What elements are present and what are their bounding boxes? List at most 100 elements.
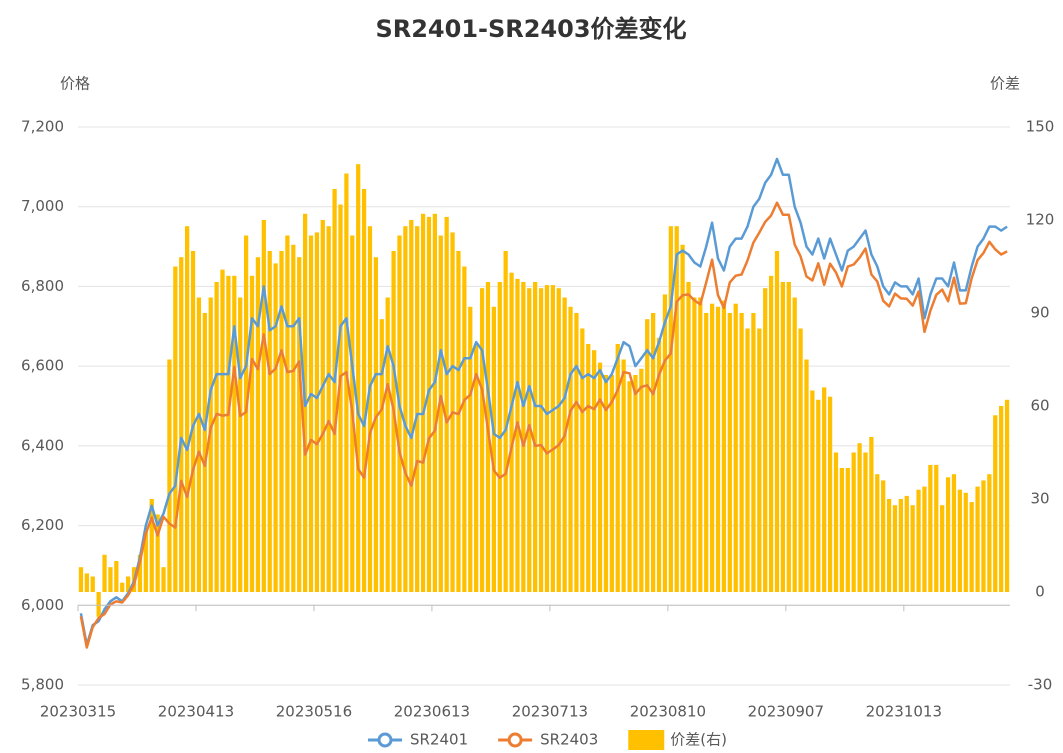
- y2-tick-label: 0: [1035, 583, 1045, 601]
- y2-tick-label: 150: [1026, 118, 1055, 136]
- bar: [739, 313, 744, 592]
- bar: [126, 576, 131, 592]
- bar: [344, 173, 349, 592]
- bar: [651, 313, 656, 592]
- bar: [556, 288, 561, 592]
- legend-marker: [377, 732, 393, 748]
- bar: [509, 272, 514, 592]
- bar: [503, 251, 508, 592]
- bar: [238, 297, 243, 592]
- bar: [833, 452, 839, 592]
- bar: [332, 189, 337, 592]
- bar: [721, 300, 727, 592]
- bar: [934, 464, 939, 592]
- bar: [969, 502, 974, 592]
- bar: [916, 489, 921, 592]
- bar: [108, 567, 113, 592]
- y2-tick-label: 120: [1026, 211, 1055, 229]
- bar: [987, 474, 992, 592]
- x-tick-label: 20230713: [512, 703, 588, 721]
- bar: [704, 313, 709, 592]
- bar: [149, 499, 154, 592]
- bar: [102, 554, 107, 592]
- bar: [639, 368, 644, 592]
- bar: [185, 226, 190, 592]
- bar: [857, 443, 862, 592]
- bar: [379, 319, 384, 592]
- bar: [367, 226, 373, 592]
- bar: [444, 216, 449, 592]
- bar: [491, 306, 496, 592]
- bar: [881, 480, 886, 592]
- bar: [208, 297, 213, 592]
- legend-label: SR2401: [410, 731, 468, 749]
- bar: [945, 477, 951, 592]
- bar: [645, 319, 650, 592]
- bar: [574, 313, 579, 592]
- bar: [609, 375, 614, 592]
- x-tick-label: 20230315: [40, 703, 116, 721]
- line: [79, 157, 1008, 647]
- bar: [668, 226, 673, 592]
- bar: [521, 282, 526, 592]
- bar: [580, 328, 585, 592]
- bar: [120, 582, 125, 592]
- bar: [361, 189, 367, 592]
- bar: [279, 251, 284, 592]
- bar: [273, 263, 278, 592]
- bar: [662, 294, 668, 592]
- bar: [291, 244, 296, 593]
- bar: [196, 297, 202, 592]
- bar: [232, 275, 237, 592]
- bar: [420, 213, 426, 593]
- bar: [90, 576, 95, 592]
- line: [79, 201, 1008, 649]
- x-tick-label: 20230810: [630, 703, 706, 721]
- y-tick-label: 7,000: [21, 197, 64, 215]
- bar: [898, 499, 903, 592]
- bar: [320, 220, 325, 592]
- legend-swatch: [628, 730, 665, 750]
- bar: [550, 285, 555, 592]
- bar: [597, 362, 603, 592]
- bar: [96, 592, 101, 617]
- bar: [827, 396, 833, 592]
- bar: [851, 452, 856, 592]
- lines: [79, 157, 1008, 649]
- bar: [993, 415, 998, 592]
- bar: [615, 344, 620, 592]
- bar: [845, 468, 850, 592]
- y-tick-label: 6,600: [21, 357, 64, 375]
- legend-marker: [507, 732, 523, 748]
- bar: [603, 375, 609, 592]
- bar: [426, 216, 432, 592]
- bar: [822, 387, 827, 592]
- bar: [999, 406, 1004, 592]
- bar: [621, 359, 626, 592]
- bar: [544, 285, 550, 592]
- bar: [957, 489, 962, 592]
- bar: [804, 359, 809, 592]
- bar: [680, 244, 685, 593]
- bar: [220, 269, 225, 592]
- bar: [255, 257, 261, 592]
- bar: [78, 567, 84, 592]
- bar: [214, 282, 219, 592]
- bar: [922, 486, 927, 592]
- bar: [774, 251, 780, 592]
- bar: [479, 288, 485, 592]
- bar: [592, 350, 597, 592]
- bar: [285, 235, 290, 592]
- bar: [810, 390, 815, 592]
- bar: [733, 303, 738, 592]
- bar: [562, 297, 567, 592]
- bar: [751, 313, 756, 592]
- bar: [780, 282, 786, 592]
- bar: [786, 282, 791, 592]
- bar: [202, 313, 207, 592]
- y-tick-label: 7,200: [21, 118, 64, 136]
- bar: [167, 359, 172, 592]
- bar: [533, 282, 538, 592]
- y-tick-label: 6,400: [21, 436, 64, 454]
- bar: [757, 328, 762, 592]
